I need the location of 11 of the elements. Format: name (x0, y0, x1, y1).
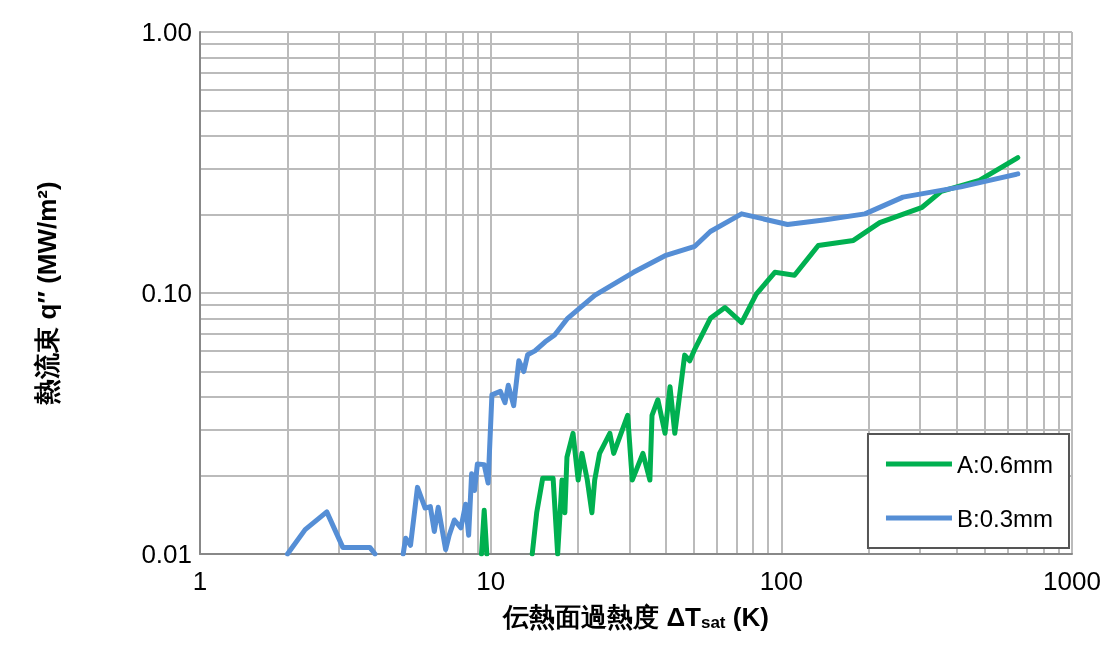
x-tick-label: 100 (759, 566, 804, 596)
y-tick-label: 1.00 (141, 17, 192, 47)
y-axis-title: 熱流束 q″ (MW/m²) (32, 181, 62, 406)
legend-label: B:0.3mm (956, 504, 1054, 532)
y-tick-label: 0.01 (141, 539, 192, 569)
legend-label: A:0.6mm (956, 450, 1054, 478)
x-tick-label: 1 (192, 566, 208, 596)
x-axis-title: 伝熱面過熱度 ΔTsat (K) (502, 601, 769, 632)
x-tick-label: 1000 (1043, 566, 1101, 596)
x-tick-label: 10 (476, 566, 506, 596)
y-tick-label: 0.10 (141, 278, 192, 308)
